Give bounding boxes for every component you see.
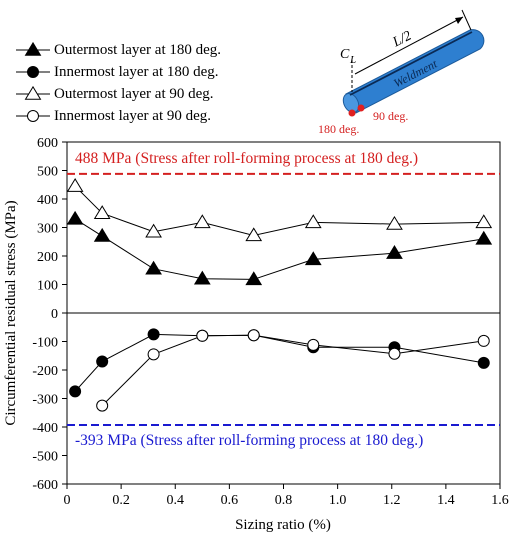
legend-label: Outermost layer at 180 deg. <box>54 41 222 58</box>
pipe-schematic: L/2 C L Weldment 180 deg. 90 deg. <box>318 9 485 136</box>
data-point-triangle <box>386 215 403 230</box>
data-point-circle <box>147 328 160 341</box>
x-tick-label: 0.6 <box>221 493 239 508</box>
legend-swatch <box>16 110 50 122</box>
data-point-triangle <box>475 230 493 245</box>
data-point-circle <box>27 110 39 122</box>
data-point-triangle <box>66 178 84 192</box>
data-point-triangle <box>24 85 42 100</box>
data-point-triangle <box>145 260 162 275</box>
data-point-triangle <box>386 245 403 259</box>
y-tick-label: 100 <box>37 279 58 294</box>
x-axis-title: Sizing ratio (%) <box>235 517 331 533</box>
point-90-label: 90 deg. <box>373 109 408 123</box>
y-tick-label: 300 <box>37 222 58 237</box>
reference-lines <box>67 172 500 427</box>
x-tick-label: 0.4 <box>167 493 185 508</box>
data-point-triangle <box>304 251 322 266</box>
data-point-triangle <box>93 205 111 219</box>
dimension-line <box>354 16 464 75</box>
weld-seam-line <box>349 31 473 96</box>
legend-item: Innermost layer at 180 deg. <box>14 62 219 82</box>
legend-item: Outermost layer at 90 deg. <box>14 84 214 104</box>
series-layer <box>66 178 493 412</box>
series-4 <box>96 329 490 412</box>
dimension-tick-right <box>461 9 472 31</box>
y-tick-label: -100 <box>32 336 58 351</box>
x-tick-label: 1.4 <box>437 493 455 508</box>
data-point-circle <box>388 347 401 360</box>
y-tick-label: -200 <box>32 364 58 379</box>
data-point-triangle <box>245 227 263 242</box>
legend-swatch <box>16 41 50 56</box>
y-tick-label: 0 <box>51 307 58 322</box>
legend-label: Innermost layer at 90 deg. <box>54 107 212 124</box>
data-point-circle <box>27 66 39 78</box>
point-180-marker <box>348 109 356 117</box>
y-tick-label: 600 <box>37 136 58 151</box>
data-point-triangle <box>193 270 211 285</box>
legend-item: Outermost layer at 180 deg. <box>14 40 221 60</box>
y-axis-title: Circumferential residual stress (MPa) <box>3 200 19 425</box>
point-90-marker <box>357 104 365 112</box>
legend-label: Outermost layer at 90 deg. <box>54 85 214 102</box>
series-line <box>74 185 484 236</box>
data-point-triangle <box>475 214 493 229</box>
series-3 <box>66 178 493 242</box>
legend-swatch <box>16 66 50 78</box>
legend-item: Innermost layer at 90 deg. <box>14 106 211 126</box>
y-tick-label: -500 <box>32 450 58 465</box>
data-point-triangle <box>93 227 111 242</box>
y-tick-label: 500 <box>37 165 58 180</box>
centerline-subscript: L <box>349 54 356 66</box>
reference-label-lower: -393 MPa (Stress after roll-forming proc… <box>75 432 424 449</box>
series-line <box>74 218 484 280</box>
data-point-circle <box>247 329 260 342</box>
pipe-body <box>345 29 485 114</box>
data-point-circle <box>477 334 490 347</box>
reference-label-upper: 488 MPa (Stress after roll-forming proce… <box>75 150 419 167</box>
legend-swatch <box>16 85 50 100</box>
x-tick-label: 1.2 <box>383 493 401 508</box>
pipe-end-cap <box>342 93 360 113</box>
x-tick-label: 0.8 <box>275 493 293 508</box>
x-tick-label: 1.0 <box>329 493 347 508</box>
data-point-triangle <box>245 271 263 286</box>
data-point-circle <box>307 338 320 351</box>
data-point-circle <box>147 348 160 361</box>
data-point-triangle <box>24 41 42 56</box>
axis-ticks: -600 -500 -400 -300 -200 -100 0 100 200 300 400 500… <box>32 136 508 508</box>
data-point-triangle <box>304 214 322 229</box>
data-point-triangle <box>145 223 162 238</box>
data-point-circle <box>196 329 209 342</box>
data-point-circle <box>69 385 82 398</box>
data-point-circle <box>477 356 490 369</box>
series-line <box>74 333 484 392</box>
dimension-arrow-head <box>455 17 463 24</box>
y-tick-label: 200 <box>37 250 58 265</box>
y-tick-label: -300 <box>32 393 58 408</box>
centerline-label: C <box>340 47 350 62</box>
data-point-triangle <box>193 214 211 229</box>
legend-label: Innermost layer at 180 deg. <box>54 63 219 80</box>
y-tick-label: -600 <box>32 478 58 493</box>
data-point-circle <box>96 355 109 368</box>
series-1 <box>66 210 493 286</box>
point-180-label: 180 deg. <box>318 122 359 136</box>
x-tick-label: 1.6 <box>491 493 509 508</box>
data-point-triangle <box>66 210 84 225</box>
y-tick-label: -400 <box>32 421 58 436</box>
x-tick-label: 0 <box>64 493 71 508</box>
data-point-circle <box>96 399 109 412</box>
dimension-label: L/2 <box>390 28 414 50</box>
series-line <box>101 334 484 406</box>
x-tick-label: 0.2 <box>112 493 130 508</box>
y-tick-label: 400 <box>37 193 58 208</box>
